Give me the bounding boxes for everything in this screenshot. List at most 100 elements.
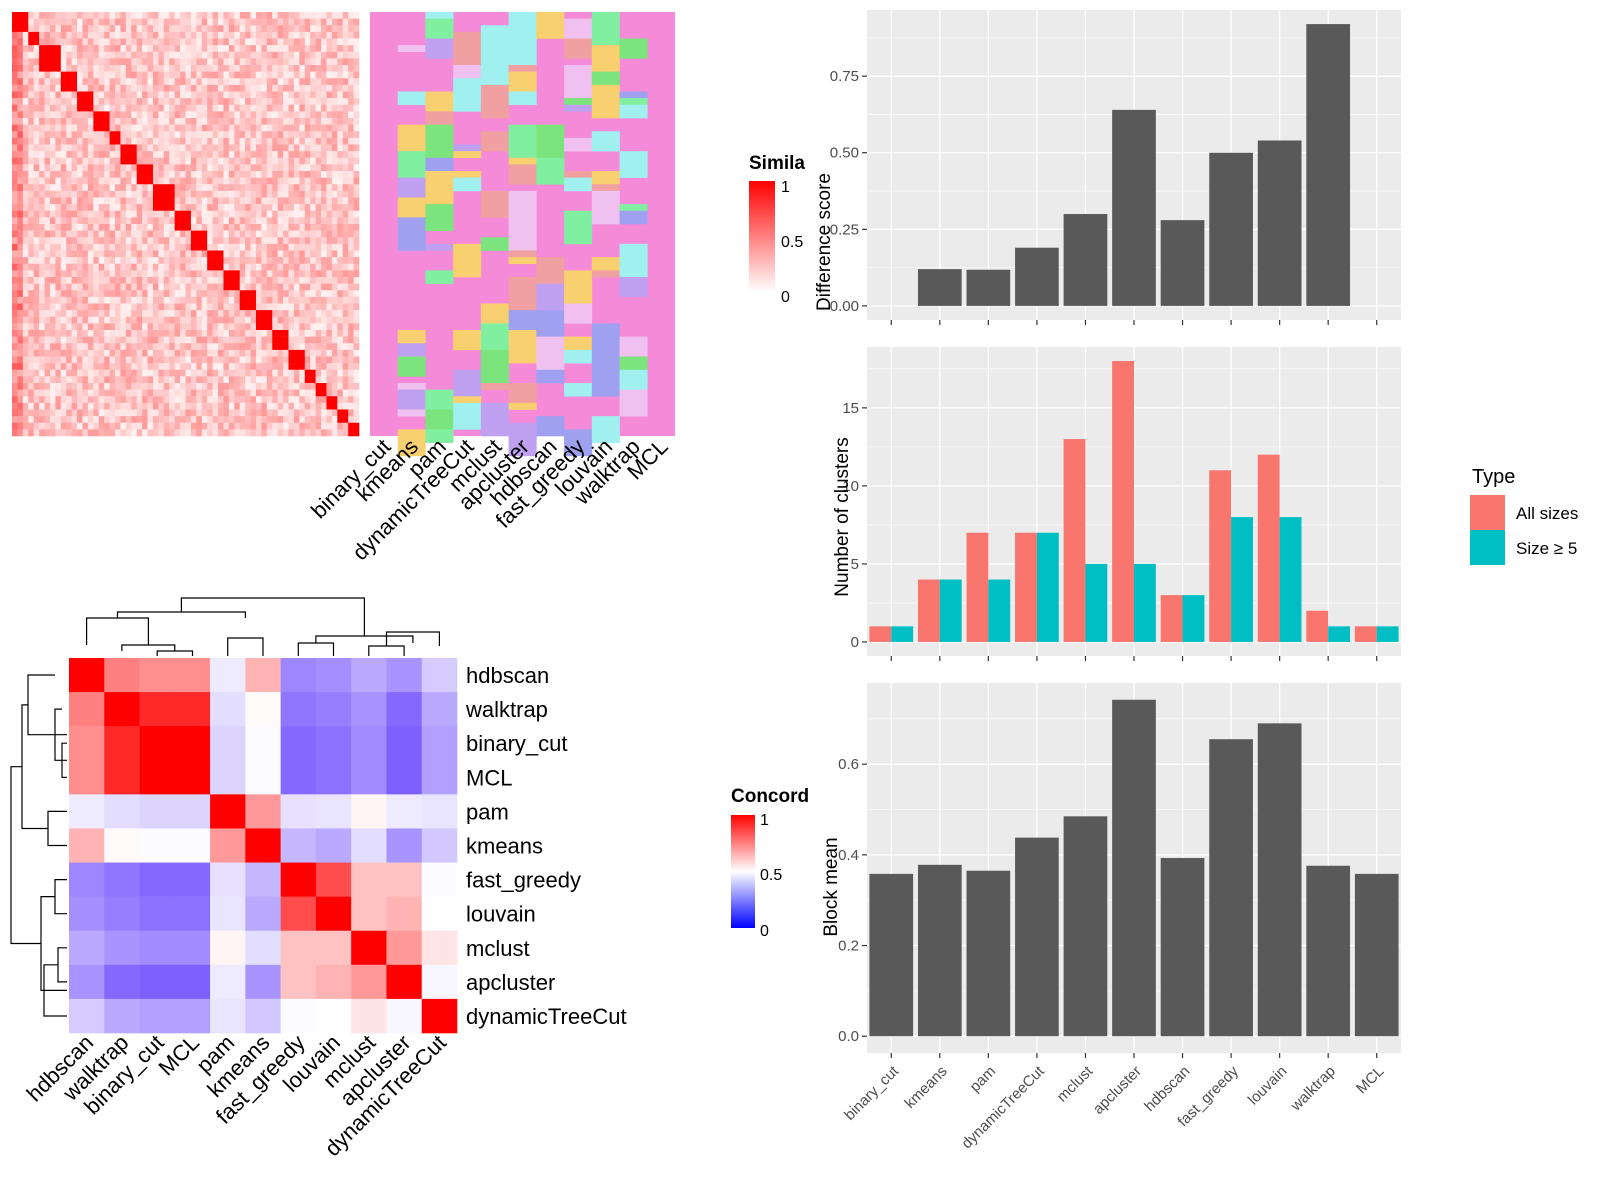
similarity-cell: [93, 270, 100, 278]
similarity-cell: [321, 363, 327, 371]
similarity-cell: [44, 356, 51, 364]
similarity-cell: [272, 124, 278, 132]
similarity-cell: [342, 250, 349, 258]
similarity-cell: [98, 190, 105, 198]
similarity-cell: [190, 38, 197, 46]
concordance-cell: [315, 964, 352, 1000]
bar: [917, 269, 962, 306]
similarity-cell: [201, 224, 208, 231]
similarity-cell: [98, 157, 105, 165]
similarity-cell: [98, 78, 105, 86]
similarity-cell: [39, 383, 45, 390]
similarity-cell: [326, 38, 333, 46]
similarity-cell: [39, 429, 45, 437]
similarity-cell: [125, 98, 132, 106]
class-membership-cell: [564, 171, 593, 178]
similarity-cell: [239, 363, 246, 371]
similarity-cell: [163, 396, 170, 404]
similarity-cell: [250, 51, 257, 59]
class-membership-cell: [397, 91, 426, 106]
similarity-cell: [212, 38, 219, 46]
similarity-cell: [185, 396, 192, 404]
similarity-cell: [337, 38, 344, 46]
similarity-cell: [87, 137, 94, 145]
similarity-cell: [293, 71, 300, 79]
similarity-cell: [136, 111, 143, 119]
similarity-cell: [234, 177, 241, 185]
similarity-cell: [44, 131, 51, 139]
similarity-cell: [342, 230, 349, 238]
similarity-cell: [77, 369, 83, 377]
similarity-cell: [163, 164, 170, 172]
similarity-cell: [120, 124, 127, 132]
similarity-cell: [33, 310, 40, 318]
similarity-cell: [136, 25, 143, 33]
similarity-cell: [131, 171, 137, 178]
similarity-cell: [66, 230, 72, 238]
similarity-cell: [142, 330, 148, 337]
similarity-cell: [266, 137, 273, 145]
similarity-cell: [288, 157, 295, 165]
concordance-cell: [245, 862, 281, 897]
similarity-cell: [218, 84, 224, 92]
similarity-cell: [342, 84, 349, 92]
similarity-cell: [185, 343, 192, 351]
similarity-cell: [348, 137, 354, 145]
similarity-cell: [261, 263, 268, 271]
y-tick-label: 0.6: [838, 756, 859, 773]
similarity-cell: [218, 137, 224, 145]
similarity-cell: [207, 144, 213, 152]
similarity-cell: [348, 316, 354, 324]
similarity-cell: [131, 118, 137, 125]
similarity-cell: [288, 422, 295, 430]
similarity-cell: [293, 310, 300, 318]
similarity-cell: [185, 316, 192, 324]
similarity-cell: [304, 409, 311, 417]
similarity-cell: [12, 164, 18, 172]
similarity-cell: [348, 429, 354, 437]
similarity-cell: [22, 190, 29, 198]
similarity-cell: [98, 363, 105, 371]
similarity-cell: [239, 71, 246, 79]
similarity-cell: [163, 224, 170, 231]
similarity-cell: [152, 270, 159, 278]
similarity-cell: [66, 131, 72, 139]
similarity-cell: [98, 137, 105, 145]
similarity-cell: [28, 250, 34, 258]
similarity-cell: [304, 343, 311, 351]
y-tick-label: 0.25: [830, 221, 859, 238]
similarity-cell: [142, 177, 148, 185]
similarity-cell: [17, 58, 24, 66]
similarity-cell: [44, 402, 51, 410]
class-membership-heatmap: [370, 12, 675, 457]
similarity-cell: [331, 184, 338, 192]
similarity-cell: [77, 12, 83, 19]
similarity-cell: [131, 157, 137, 165]
similarity-cell: [93, 429, 100, 437]
similarity-cell: [152, 336, 159, 344]
concordance-cell: [69, 964, 105, 1000]
similarity-cell: [77, 31, 83, 39]
similarity-cell: [71, 84, 78, 92]
similarity-cell: [49, 224, 56, 231]
similarity-cell: [326, 18, 333, 26]
similarity-cell: [93, 204, 100, 212]
similarity-cell: [337, 31, 344, 39]
similarity-cell: [245, 190, 251, 198]
similarity-cell: [223, 157, 230, 165]
similarity-cell: [310, 376, 316, 384]
similarity-cell: [120, 31, 127, 39]
similarity-cell: [39, 111, 45, 119]
similarity-cell: [82, 290, 89, 298]
similarity-cell: [60, 98, 67, 106]
similarity-cell: [337, 118, 344, 125]
top-dendrogram-branch: [315, 635, 414, 643]
similarity-cell: [266, 396, 273, 404]
similarity-cell: [12, 217, 18, 225]
similarity-cell: [250, 177, 257, 185]
similarity-cell: [277, 45, 284, 53]
similarity-cell: [33, 429, 40, 437]
similarity-cell: [49, 124, 56, 132]
similarity-cell: [125, 416, 132, 424]
class-membership-cell: [591, 25, 620, 46]
